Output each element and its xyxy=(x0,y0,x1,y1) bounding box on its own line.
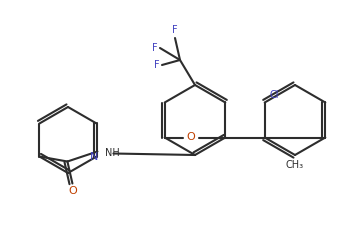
Text: CH₃: CH₃ xyxy=(286,160,304,170)
Text: NH: NH xyxy=(106,149,120,158)
Text: Cl: Cl xyxy=(270,89,279,100)
Text: O: O xyxy=(186,133,195,143)
Text: O: O xyxy=(68,185,77,195)
Text: F: F xyxy=(152,43,158,53)
Text: F: F xyxy=(172,25,178,35)
Text: F: F xyxy=(154,60,160,70)
Text: N: N xyxy=(90,152,98,161)
